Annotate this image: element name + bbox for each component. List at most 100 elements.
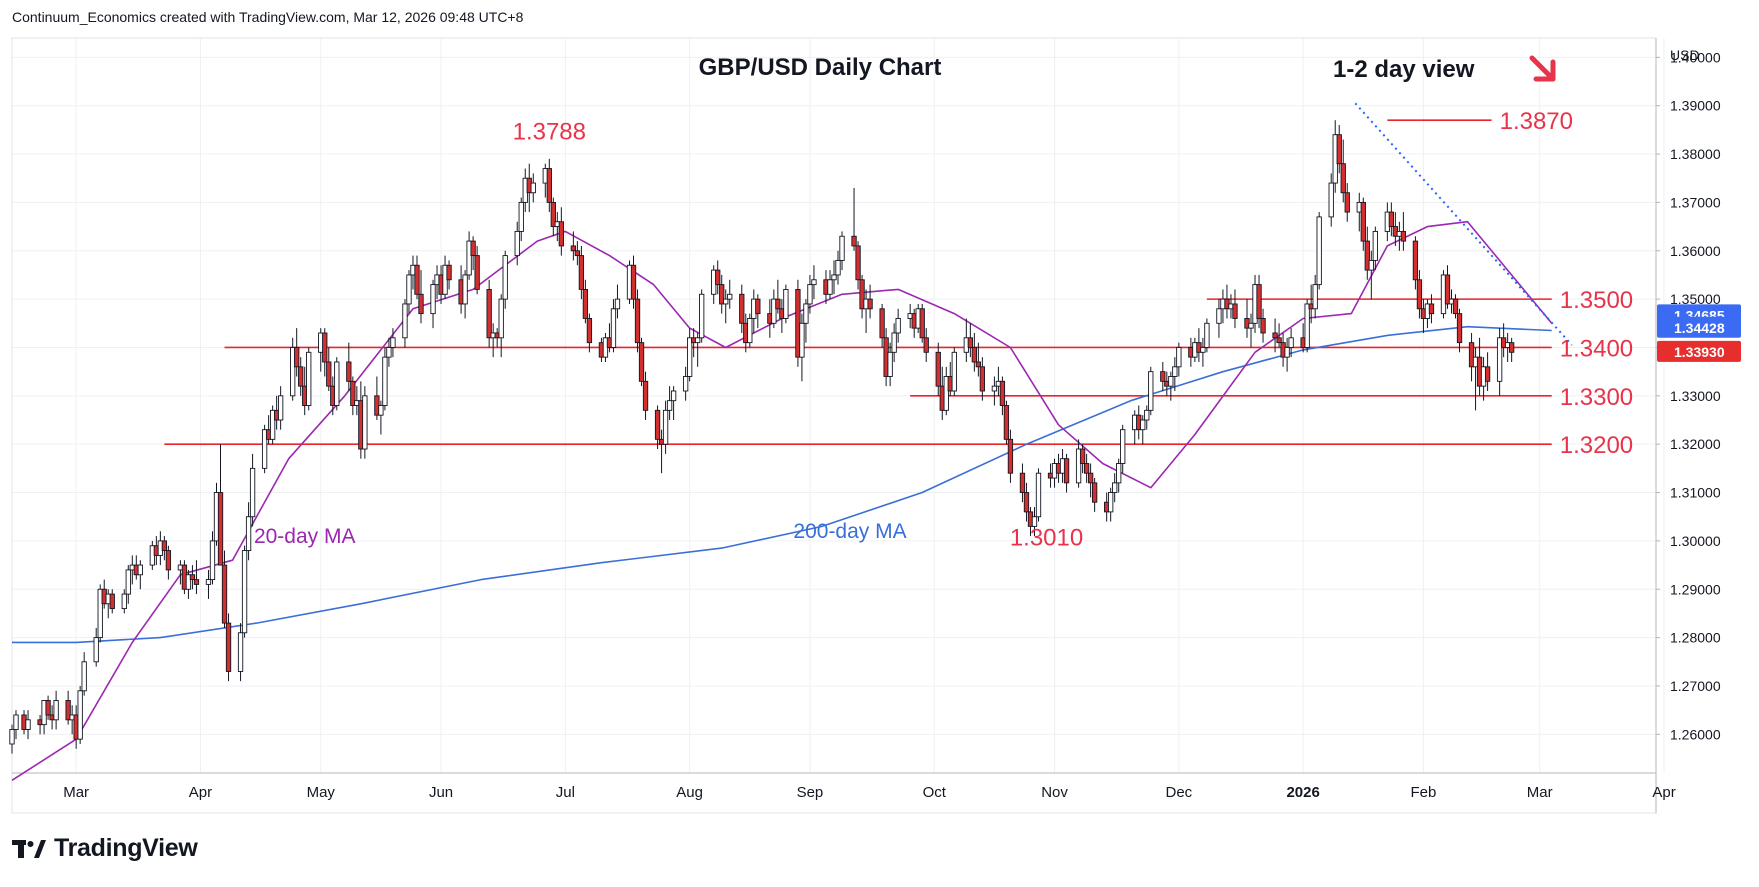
candle-body xyxy=(1116,463,1122,484)
candle xyxy=(775,279,781,314)
candle-body xyxy=(979,366,986,392)
candle xyxy=(446,260,452,290)
candle-body xyxy=(77,690,83,740)
candle-body xyxy=(326,361,332,387)
candle-body xyxy=(699,293,705,339)
candle xyxy=(715,260,721,295)
candle xyxy=(269,405,276,445)
candle xyxy=(1400,212,1407,251)
candle xyxy=(161,536,168,561)
candle-body xyxy=(835,259,841,276)
candle xyxy=(1176,342,1182,377)
candle xyxy=(935,342,941,396)
candle xyxy=(1035,468,1042,522)
candle xyxy=(1023,482,1030,522)
price-badge-label: 1.34428 xyxy=(1674,320,1725,336)
candle xyxy=(1144,405,1150,430)
candle xyxy=(859,274,865,319)
candle-body xyxy=(723,298,729,305)
candle-body xyxy=(1007,438,1014,474)
candle xyxy=(855,241,861,290)
candle-body xyxy=(1003,405,1010,440)
price-badge-bg xyxy=(1657,340,1741,362)
candle-body xyxy=(991,385,998,392)
level-label: 1.3200 xyxy=(1560,432,1633,459)
candle xyxy=(1216,299,1222,338)
candle-body xyxy=(666,400,673,411)
candle-body xyxy=(1312,284,1318,310)
candle-body xyxy=(1288,337,1294,348)
candle xyxy=(1344,183,1350,222)
candle-body xyxy=(470,240,476,257)
candle xyxy=(887,342,893,387)
candle-body xyxy=(550,201,556,228)
candle-body xyxy=(1508,342,1515,353)
price-tick-label: 1.27000 xyxy=(1670,678,1721,694)
candle-body xyxy=(771,298,777,324)
candle-body xyxy=(1031,516,1038,527)
candle xyxy=(614,284,621,319)
candle-body xyxy=(530,182,536,194)
candle xyxy=(346,342,352,391)
price-tick-label: 1.33000 xyxy=(1670,388,1721,404)
candle xyxy=(835,250,841,285)
candle-body xyxy=(241,550,248,634)
candle xyxy=(1031,507,1038,537)
candle-body xyxy=(1148,371,1154,411)
candle-body xyxy=(951,351,957,392)
candle xyxy=(514,221,520,266)
annotations-layer: 1.3788 1.3010 20-day MA 200-day MA xyxy=(254,119,1083,552)
candle-body xyxy=(558,221,564,247)
candle-body xyxy=(1075,448,1082,484)
candle-body xyxy=(1176,347,1182,368)
currency-label: USD xyxy=(1670,47,1700,63)
candle xyxy=(1200,337,1206,367)
ma20-label: 20-day MA xyxy=(254,525,356,548)
ma200-label: 200-day MA xyxy=(793,520,906,543)
candle xyxy=(879,303,885,348)
price-annotation: 1.3788 xyxy=(513,119,586,146)
candle xyxy=(486,279,492,348)
candle-body xyxy=(221,564,228,624)
ma20-line xyxy=(11,220,1553,781)
candle-body xyxy=(1484,366,1491,382)
candle xyxy=(699,289,705,343)
candle-body xyxy=(1063,458,1070,484)
price-tick-label: 1.36000 xyxy=(1670,243,1721,259)
candle xyxy=(45,695,51,720)
tradingview-logo[interactable]: TradingView xyxy=(12,834,198,863)
candle xyxy=(290,337,296,401)
candle-body xyxy=(382,356,388,406)
candle xyxy=(839,231,845,271)
candle-body xyxy=(65,700,71,721)
candle-body xyxy=(686,337,693,377)
candle xyxy=(245,502,252,561)
candle-body xyxy=(45,700,51,716)
time-tick-label: Dec xyxy=(1165,784,1192,801)
candle-body xyxy=(1400,230,1407,242)
time-tick-label: Jun xyxy=(429,784,453,801)
candle-body xyxy=(839,235,845,261)
candle xyxy=(634,289,641,353)
price-badge-label: 1.33930 xyxy=(1674,344,1725,360)
candle-body xyxy=(1272,332,1278,339)
candle xyxy=(686,328,693,382)
candle-body xyxy=(811,279,817,286)
candle-body xyxy=(582,288,589,319)
candle-body xyxy=(799,322,805,358)
candle-body xyxy=(1140,419,1146,431)
candle-body xyxy=(1416,279,1423,310)
candle-body xyxy=(1144,409,1150,421)
candle-body xyxy=(1304,303,1310,348)
candle-body xyxy=(695,337,701,344)
candle xyxy=(1116,458,1122,493)
candle-body xyxy=(923,337,929,353)
candle-body xyxy=(943,376,949,411)
chart-title: GBP/USD Daily Chart xyxy=(699,54,942,81)
candle xyxy=(9,724,15,754)
candle-body xyxy=(935,351,941,387)
candle-body xyxy=(715,269,721,286)
level-label: 1.3300 xyxy=(1560,384,1633,411)
candle xyxy=(867,284,873,319)
